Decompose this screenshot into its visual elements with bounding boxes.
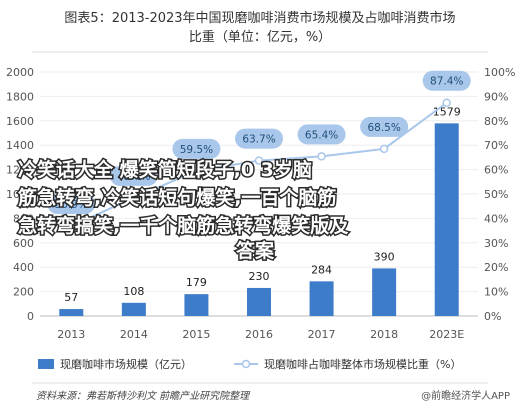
x-tick-label: 2016 xyxy=(245,328,273,341)
y-axis-right: 0% 10% 20% 30% 40% 50% 60% 70% 80% 90% 100% xyxy=(484,66,515,323)
bar-value-label: 390 xyxy=(374,250,395,263)
x-tick-label: 2014 xyxy=(120,328,148,341)
overlay-line3: 急转弯搞笑,一千个脑筋急转弯爆笑版及 xyxy=(18,214,349,237)
x-tick-label: 2015 xyxy=(182,328,210,341)
bar-value-label: 1579 xyxy=(433,105,461,118)
x-tick-label: 2017 xyxy=(308,328,336,341)
bar xyxy=(434,123,459,316)
y-left-tick-label: 1400 xyxy=(6,139,34,152)
y-right-tick-label: 40% xyxy=(484,212,508,225)
line-point xyxy=(67,221,76,231)
bar-value-label: 57 xyxy=(64,291,78,304)
y-axis-left: 0 200 400 600 800 1000 1200 1400 1600 1800 2000 xyxy=(6,66,34,323)
line-series: 36.9% 48.4% 59.5% 63.7% 65.4% 68.5% 87.4% xyxy=(47,70,471,231)
y-right-tick-label: 30% xyxy=(484,237,508,250)
bar xyxy=(184,294,209,316)
legend-bar-label: 现磨咖啡市场规模（亿元） xyxy=(60,357,192,371)
line-point xyxy=(254,156,264,165)
y-right-tick-label: 60% xyxy=(484,164,508,177)
bar xyxy=(309,281,334,316)
bar-labels: 57 108 179 230 284 390 1579 xyxy=(64,105,460,304)
line-value-badge xyxy=(422,70,471,91)
line-point xyxy=(379,144,389,154)
line-value-badge xyxy=(360,116,409,137)
y-left-tick-label: 2000 xyxy=(6,66,34,79)
y-left-tick-label: 0 xyxy=(27,310,34,323)
bar-value-label: 108 xyxy=(123,285,144,298)
y-right-tick-label: 10% xyxy=(484,286,508,299)
y-left-tick-label: 400 xyxy=(13,261,34,274)
y-left-tick-label: 1600 xyxy=(6,115,34,128)
line-point xyxy=(317,152,326,161)
y-right-tick-label: 80% xyxy=(484,115,508,128)
y-right-tick-label: 100% xyxy=(484,66,515,79)
legend-bar-swatch xyxy=(38,359,54,369)
y-right-tick-label: 0% xyxy=(484,310,501,323)
line-value-label: 48.4% xyxy=(117,171,150,183)
bar xyxy=(247,287,271,316)
x-tick-label: 2018 xyxy=(370,328,398,341)
overlay-line2: 筋急转弯,冷笑话短句爆笑,一百个脑筋 xyxy=(18,186,336,209)
bar-value-label: 230 xyxy=(249,270,270,283)
source-note: 资料来源：弗若斯特沙利文 前瞻产业研究院整理 xyxy=(36,390,251,402)
overlay-text: 冷笑话大全 爆笑简短段子,0 3岁脑 筋急转弯,冷笑话短句爆笑,一百个脑筋 急转… xyxy=(17,157,351,264)
line-value-badge xyxy=(109,165,158,186)
line-value-label: 63.7% xyxy=(242,134,275,146)
line-value-label: 68.5% xyxy=(367,122,400,134)
y-left-tick-label: 1200 xyxy=(6,164,34,177)
chart-title-line2: 比重（单位：亿元，%） xyxy=(189,29,331,45)
line-value-badge xyxy=(235,128,283,149)
bar-value-label: 179 xyxy=(186,276,207,289)
x-tick-label: 2023E xyxy=(429,328,464,341)
brand-label: @前瞻经济学人APP xyxy=(421,389,510,402)
legend-line-marker xyxy=(241,359,251,369)
line-value-label: 59.5% xyxy=(180,144,213,156)
line-point xyxy=(192,166,201,176)
y-left-tick-label: 800 xyxy=(13,212,34,225)
y-left-tick-label: 200 xyxy=(13,286,34,299)
y-left-tick-label: 1800 xyxy=(6,90,34,103)
y-right-tick-label: 70% xyxy=(484,139,508,152)
y-right-tick-label: 20% xyxy=(484,261,508,274)
bar xyxy=(372,268,397,316)
line-value-badge xyxy=(47,193,96,214)
line-value-label: 36.9% xyxy=(55,199,88,211)
x-tick-label: 2013 xyxy=(57,328,85,341)
legend: 现磨咖啡市场规模（亿元） 现磨咖啡占咖啡整体市场规模比重（%） xyxy=(38,357,461,371)
bar-series xyxy=(59,123,459,316)
line-value-badge xyxy=(297,124,346,145)
y-right-tick-label: 50% xyxy=(484,188,508,201)
line-point xyxy=(442,98,451,107)
line-value-label: 65.4% xyxy=(305,129,338,141)
line-value-badge xyxy=(172,138,221,159)
y-right-tick-label: 90% xyxy=(484,90,508,103)
chart-title-line1: 图表5：2013-2023年中国现磨咖啡消费市场规模及占咖啡消费市场 xyxy=(64,10,455,26)
line-value-label: 87.4% xyxy=(430,76,463,88)
bar-value-label: 284 xyxy=(311,263,332,276)
legend-line-label: 现磨咖啡占咖啡整体市场规模比重（%） xyxy=(264,357,461,371)
line-point xyxy=(129,193,139,203)
bar xyxy=(59,309,84,316)
overlay-line1: 冷笑话大全 爆笑简短段子,0 3岁脑 xyxy=(18,158,312,181)
bar xyxy=(121,302,146,316)
y-left-tick-label: 1000 xyxy=(6,188,34,201)
overlay-line4: 答案 xyxy=(236,239,275,262)
x-axis: 2013 2014 2015 2016 2017 2018 2023E xyxy=(57,328,464,341)
y-left-tick-label: 600 xyxy=(13,237,34,250)
